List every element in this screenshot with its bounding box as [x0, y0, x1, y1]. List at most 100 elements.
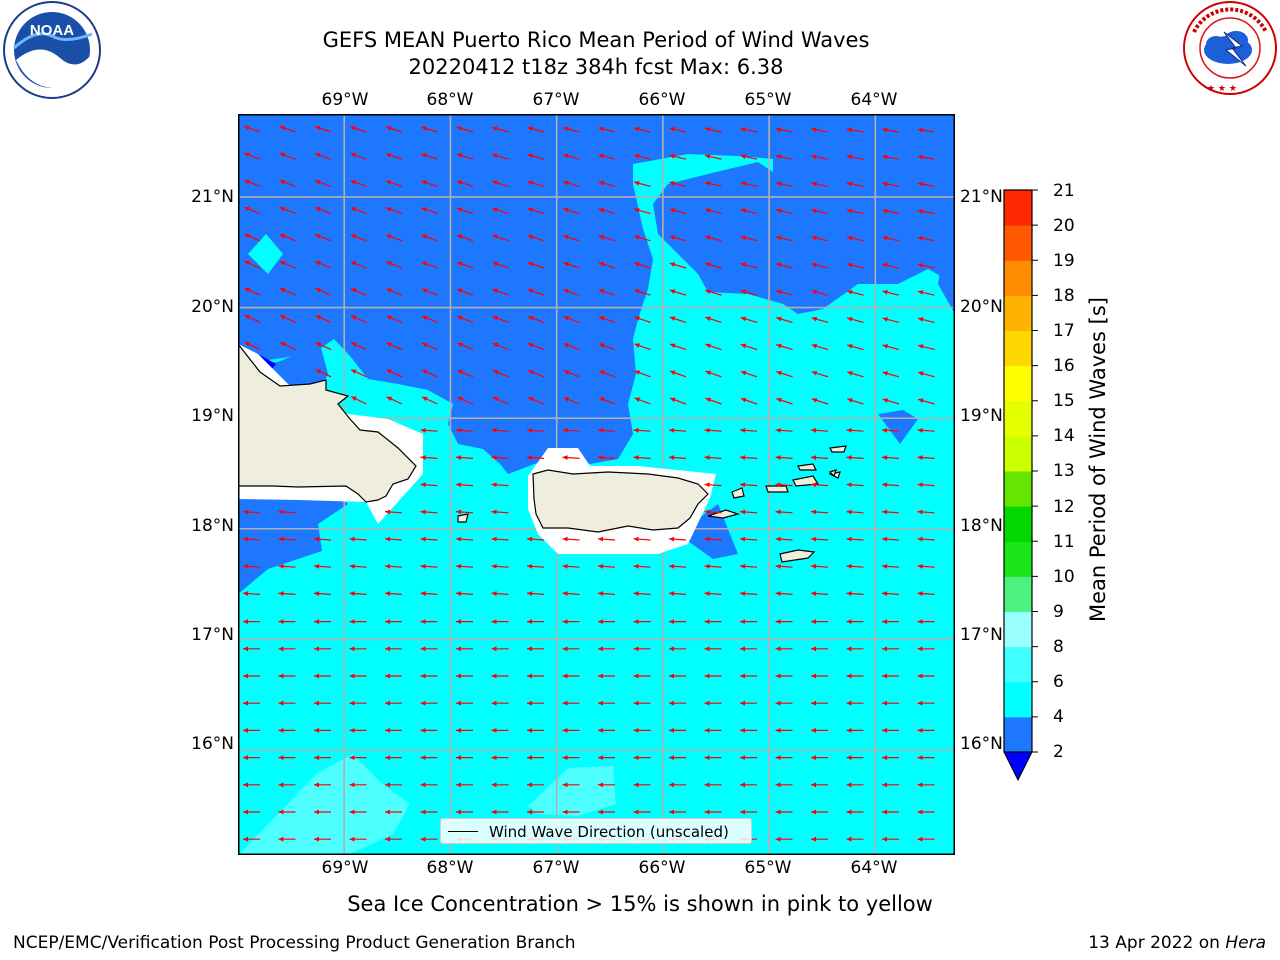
- wind-arrow: [917, 591, 935, 596]
- wind-arrow: [349, 782, 367, 788]
- colorbar-segment: [1004, 400, 1032, 437]
- lon-label-bottom: 69°W: [321, 858, 369, 878]
- wind-arrow: [456, 809, 473, 815]
- wind-arrow: [775, 235, 793, 242]
- wind-arrow: [882, 673, 899, 679]
- wind-arrow: [243, 836, 260, 842]
- wind-arrow: [846, 289, 864, 296]
- wind-arrow: [492, 342, 509, 351]
- colorbar-segment: [1004, 471, 1032, 507]
- wind-arrow: [244, 260, 261, 269]
- wind-arrow: [846, 728, 864, 733]
- wind-arrow: [917, 482, 935, 488]
- wind-arrow: [385, 809, 402, 815]
- wind-arrow: [421, 234, 438, 242]
- wind-arrow: [456, 288, 474, 296]
- cb-tick-label: 4: [1053, 707, 1064, 727]
- wind-arrow: [668, 591, 687, 596]
- wind-arrow: [811, 181, 829, 187]
- wind-arrow: [775, 646, 793, 652]
- wind-arrow: [243, 646, 260, 652]
- wind-arrow: [279, 314, 296, 323]
- wind-wave-arrows: [242, 125, 935, 842]
- wind-arrow: [385, 619, 402, 624]
- wind-arrow: [775, 673, 793, 679]
- wind-arrow: [739, 563, 758, 569]
- wind-arrow: [917, 563, 935, 569]
- wind-arrow: [917, 344, 935, 351]
- wind-arrow: [705, 289, 722, 296]
- wind-arrow: [882, 619, 899, 624]
- wind-arrow: [704, 782, 722, 788]
- wind-arrow: [633, 591, 651, 596]
- sombrero: [828, 469, 837, 478]
- wind-arrow: [456, 261, 474, 269]
- wind-arrow: [243, 728, 260, 733]
- wind-arrow: [775, 782, 793, 788]
- wind-arrow: [598, 673, 615, 679]
- cb-tick-label: 21: [1053, 181, 1075, 201]
- wind-arrow: [563, 207, 580, 215]
- wind-arrow: [917, 317, 935, 323]
- wind-arrow: [917, 728, 935, 733]
- wind-arrow: [846, 619, 864, 624]
- wind-arrow: [846, 563, 864, 569]
- wind-arrow: [385, 126, 403, 133]
- wind-arrow: [527, 673, 544, 679]
- wind-arrow: [598, 782, 615, 788]
- wind-arrow: [634, 397, 651, 405]
- wind-arrow: [598, 646, 615, 652]
- wind-arrow: [917, 398, 935, 405]
- wind-arrow: [739, 482, 758, 488]
- wind-arrow: [242, 509, 261, 515]
- wind-arrow: [597, 536, 616, 542]
- wind-arrow: [526, 563, 545, 569]
- band-2-4-east: [933, 114, 955, 314]
- wind-arrow: [492, 153, 509, 160]
- wind-arrow: [314, 782, 331, 788]
- wind-arrow: [386, 369, 403, 378]
- wind-arrow: [917, 619, 935, 624]
- wind-arrow: [527, 342, 545, 351]
- wind-arrow: [740, 289, 758, 296]
- wind-arrow: [456, 782, 473, 788]
- map-plot: [238, 114, 955, 855]
- wind-arrow: [917, 509, 935, 515]
- lat-label-right: 16°N: [960, 734, 1003, 754]
- colorbar-segment: [1004, 295, 1032, 331]
- wind-arrow: [811, 262, 829, 269]
- wind-arrow: [349, 755, 367, 760]
- lon-label-top: 68°W: [426, 90, 474, 110]
- colorbar-segment: [1004, 330, 1032, 367]
- wind-arrow: [598, 153, 616, 160]
- wind-arrow: [882, 344, 900, 351]
- wind-arrow: [456, 646, 473, 652]
- wind-arrow: [457, 369, 474, 378]
- wind-arrow: [492, 234, 509, 242]
- wind-arrow: [243, 619, 260, 624]
- wind-arrow: [456, 126, 474, 133]
- wind-arrow: [563, 234, 580, 242]
- wind-arrow: [526, 455, 545, 460]
- wind-arrow: [811, 836, 828, 842]
- culebra: [731, 487, 745, 499]
- wind-arrow: [279, 260, 296, 269]
- wind-arrow: [492, 369, 509, 378]
- wind-arrow: [881, 509, 900, 515]
- wind-arrow: [456, 153, 474, 160]
- wind-arrow: [598, 619, 615, 624]
- band-6-8-south: [528, 766, 616, 816]
- vieques: [707, 509, 741, 519]
- wind-arrow: [243, 179, 261, 187]
- wind-arrow: [527, 234, 545, 242]
- colorbar: [1003, 189, 1038, 782]
- wind-arrow: [633, 700, 651, 706]
- wind-arrow: [456, 180, 474, 187]
- wind-arrow: [704, 809, 722, 815]
- wind-arrow: [456, 700, 473, 706]
- wind-arrow: [350, 342, 367, 351]
- wind-arrow: [350, 261, 367, 269]
- wind-arrow: [704, 154, 722, 160]
- wind-arrow: [527, 261, 545, 269]
- colorbar-segment: [1004, 646, 1032, 683]
